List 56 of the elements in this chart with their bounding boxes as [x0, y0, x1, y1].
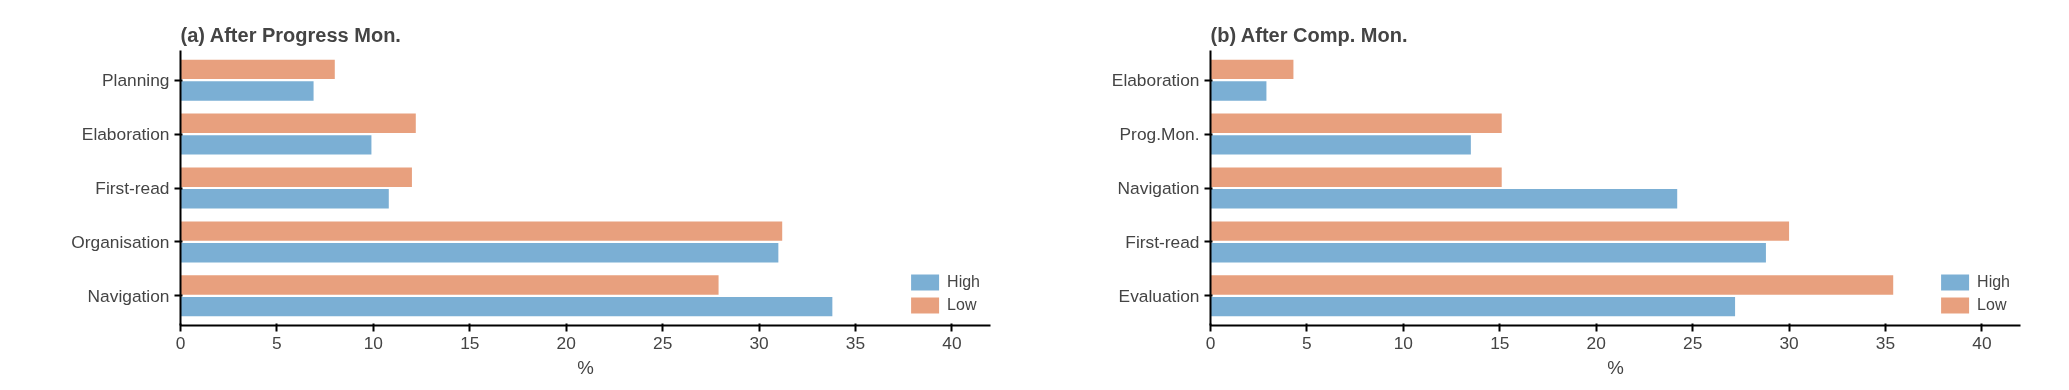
x-tick-label: 15 [460, 332, 480, 353]
legend-label: Low [947, 296, 977, 314]
bar [1210, 167, 1502, 187]
y-tick-label: Navigation [87, 285, 170, 306]
x-tick-label: 30 [749, 332, 769, 353]
x-tick-label: 20 [556, 332, 576, 353]
x-tick-label: 20 [1586, 332, 1606, 353]
bar [180, 189, 389, 209]
bar [1210, 81, 1267, 101]
bar [180, 167, 412, 187]
y-tick-label: Organisation [71, 231, 170, 252]
y-tick-label: Planning [102, 70, 170, 91]
legend-label: High [1977, 273, 2010, 291]
bar [180, 135, 372, 155]
bar [1210, 135, 1471, 155]
y-tick-label: Elaboration [1111, 70, 1200, 91]
bar [180, 221, 783, 241]
bar [180, 59, 335, 80]
y-tick-label: Navigation [1117, 178, 1200, 198]
x-tick-label: 5 [272, 332, 282, 353]
y-tick-label: Elaboration [81, 124, 170, 145]
x-tick-label: 10 [363, 332, 383, 353]
x-tick-label: 40 [1972, 332, 1992, 353]
x-tick-label: 30 [1779, 332, 1799, 353]
x-tick-label: 10 [1393, 332, 1413, 353]
bar [1210, 113, 1502, 133]
legend-label: Low [1977, 296, 2007, 314]
x-tick-label: 35 [1875, 332, 1896, 353]
bar [1210, 221, 1790, 241]
bar [180, 296, 833, 317]
x-tick-label: 15 [1490, 332, 1510, 353]
bar [1210, 243, 1766, 263]
bar [180, 243, 779, 263]
bar [180, 81, 314, 101]
y-tick-label: First-read [1125, 231, 1200, 252]
x-tick-label: 0 [1205, 332, 1216, 353]
y-tick-label: Evaluation [1118, 285, 1200, 306]
y-tick-label: First-read [95, 178, 170, 198]
bar [180, 275, 719, 295]
x-tick-label: 0 [175, 332, 186, 353]
bar [1210, 189, 1678, 209]
legend-label: High [947, 273, 980, 291]
bar [1210, 59, 1294, 80]
x-tick-label: 25 [1683, 332, 1703, 353]
bar [1210, 275, 1894, 295]
x-tick-label: 5 [1302, 332, 1312, 353]
chart-title: (a) After Progress Mon. [180, 23, 401, 46]
bar [1210, 296, 1736, 317]
y-tick-label: Prog.Mon. [1119, 124, 1200, 145]
bar [180, 113, 416, 133]
chart-title: (b) After Comp. Mon. [1210, 23, 1408, 46]
x-tick-label: 40 [942, 332, 962, 353]
x-tick-label: 25 [653, 332, 673, 353]
x-axis-title: % [1607, 356, 1624, 378]
x-tick-label: 35 [845, 332, 866, 353]
x-axis-title: % [577, 356, 594, 378]
